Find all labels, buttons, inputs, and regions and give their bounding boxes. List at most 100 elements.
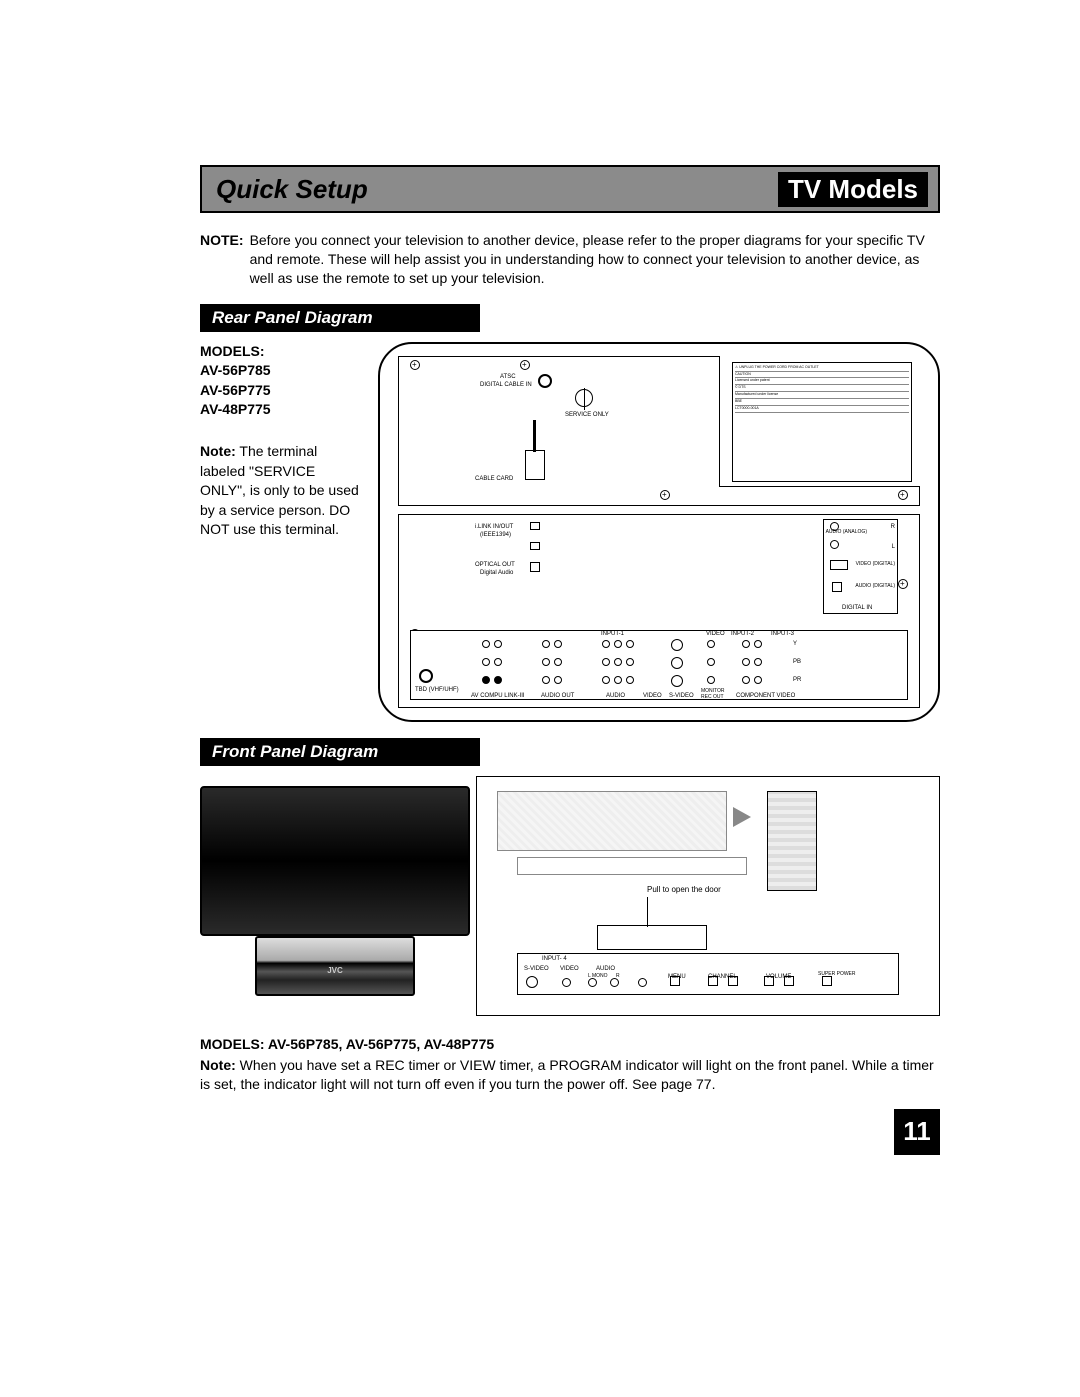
front-diagram: Pull to open the door INPUT- 4 S-VIDEO V…: [200, 776, 940, 1016]
model-0: AV-56P785: [200, 361, 360, 381]
monitor-label: MONITOR: [701, 689, 725, 694]
compulink-label: AV COMPU LINK-III: [471, 693, 525, 699]
ilink2-label: (IEEE1394): [480, 532, 511, 538]
header-right: TV Models: [778, 172, 928, 207]
y-label: Y: [793, 641, 797, 647]
rca-port-icon: [830, 540, 839, 549]
r-label: R: [891, 524, 895, 530]
input4-label: INPUT- 4: [542, 956, 567, 962]
input3-label: INPUT-3: [771, 631, 794, 637]
ilink-label: i.LINK IN/OUT: [475, 524, 513, 530]
arrow-right-icon: [733, 807, 751, 827]
front-section: Pull to open the door INPUT- 4 S-VIDEO V…: [200, 776, 940, 1016]
audio-digital-label: AUDIO (DIGITAL): [855, 584, 895, 589]
digital-in-label: DIGITAL IN: [842, 605, 872, 611]
svideo-label: S-VIDEO: [669, 693, 694, 699]
front-section-title: Front Panel Diagram: [200, 738, 480, 766]
rca-pair: [481, 639, 503, 649]
video-label: VIDEO: [643, 693, 662, 699]
rca-pair: [541, 675, 563, 685]
side-note-label: Note:: [200, 443, 236, 459]
door-zoom-top: [497, 791, 727, 851]
optical-port-icon: [832, 582, 842, 592]
top-note: NOTE: Before you connect your television…: [200, 231, 940, 288]
recout-label: REC OUT: [701, 695, 724, 700]
ilink-port-icon: [530, 522, 540, 530]
rca-pair: [741, 675, 763, 685]
led-icon: [638, 978, 647, 987]
door-target: [597, 925, 707, 950]
rear-side-column: MODELS: AV-56P785 AV-56P775 AV-48P775 No…: [200, 342, 360, 722]
port-row: TBD (VHF/UHF) AV COMPU LINK-III AUDIO OU…: [410, 630, 908, 700]
front-right-panel: Pull to open the door INPUT- 4 S-VIDEO V…: [476, 776, 940, 1016]
rear-section-title: Rear Panel Diagram: [200, 304, 480, 332]
input1-label: INPUT-1: [601, 631, 624, 637]
audio-analog-label: AUDIO (ANALOG): [826, 530, 867, 535]
side-note: Note: The terminal labeled "SERVICE ONLY…: [200, 442, 360, 540]
rca-row: [706, 657, 716, 667]
audio-out-label: AUDIO OUT: [541, 693, 574, 699]
service-only-label: SERVICE ONLY: [565, 412, 609, 418]
cable-card-slot-icon: [767, 791, 817, 891]
optical-port-icon: [530, 562, 540, 572]
rca-port-icon: [562, 978, 571, 987]
svideo-label: S-VIDEO: [524, 966, 549, 972]
pr-label: PR: [793, 677, 801, 683]
tv-base-icon: [255, 936, 415, 996]
rca-port-icon: [610, 978, 619, 987]
rca-pair: [541, 657, 563, 667]
input2-label: INPUT-2: [731, 631, 754, 637]
front-controls: INPUT- 4 S-VIDEO VIDEO AUDIO L MONO R ME…: [517, 953, 899, 995]
model-1: AV-56P775: [200, 381, 360, 401]
bottom-note-label: Note:: [200, 1057, 236, 1073]
rear-panel-diagram: ⚠ UNPLUG THE POWER CORD FROM AC OUTLET C…: [378, 342, 940, 722]
pb-label: PB: [793, 659, 801, 665]
channel-down-button[interactable]: [708, 976, 718, 986]
models-label: MODELS:: [200, 342, 360, 362]
header-bar: Quick Setup TV Models: [200, 165, 940, 213]
svideo-port-icon: [671, 675, 683, 687]
rca-port-icon: [588, 978, 597, 987]
power-button[interactable]: [822, 976, 832, 986]
hdmi-port-icon: [830, 560, 848, 570]
l-label: L: [892, 544, 895, 550]
coax-port-icon: [419, 669, 433, 683]
rca-pair: [481, 657, 503, 667]
digital-cable-in-label: DIGITAL CABLE IN: [480, 382, 532, 388]
cable-card-label: CABLE CARD: [475, 476, 513, 482]
svideo-port-icon: [671, 657, 683, 669]
ilink-port-icon: [530, 542, 540, 550]
models-line-bottom: MODELS: AV-56P785, AV-56P775, AV-48P775: [200, 1036, 940, 1052]
rca-triple: [601, 675, 635, 685]
channel-up-button[interactable]: [728, 976, 738, 986]
menu-button[interactable]: [670, 976, 680, 986]
component-label: COMPONENT VIDEO: [736, 693, 795, 699]
optical-out-label: OPTICAL OUT: [475, 562, 515, 568]
bottom-note: Note: When you have set a REC timer or V…: [200, 1056, 940, 1095]
volume-up-button[interactable]: [784, 976, 794, 986]
volume-down-button[interactable]: [764, 976, 774, 986]
audio-label: AUDIO: [606, 693, 625, 699]
pull-label: Pull to open the door: [647, 885, 721, 894]
header-left: Quick Setup: [202, 174, 368, 205]
optical-out2-label: Digital Audio: [480, 570, 513, 576]
video-label: VIDEO: [560, 966, 579, 972]
digital-in-box: R L AUDIO (ANALOG) VIDEO (DIGITAL) AUDIO…: [823, 519, 898, 614]
rca-row: [706, 675, 716, 685]
warning-label-box: ⚠ UNPLUG THE POWER CORD FROM AC OUTLET C…: [732, 362, 912, 482]
note-label: NOTE:: [200, 231, 244, 288]
atsc-label: ATSC: [500, 374, 516, 380]
rca-triple: [601, 639, 635, 649]
page-number: 11: [894, 1109, 940, 1155]
rca-pair: [481, 675, 503, 685]
tv-illustration: [200, 776, 470, 1016]
note-text: Before you connect your television to an…: [250, 231, 940, 288]
bottom-note-text: When you have set a REC timer or VIEW ti…: [200, 1057, 934, 1093]
coax-port-icon: [538, 374, 552, 388]
cable-card-slot: [525, 450, 545, 480]
door-zoom-strip: [517, 857, 747, 875]
rca-pair: [541, 639, 563, 649]
model-2: AV-48P775: [200, 400, 360, 420]
page: Quick Setup TV Models NOTE: Before you c…: [200, 165, 940, 1095]
video-digital-label: VIDEO (DIGITAL): [856, 562, 895, 567]
